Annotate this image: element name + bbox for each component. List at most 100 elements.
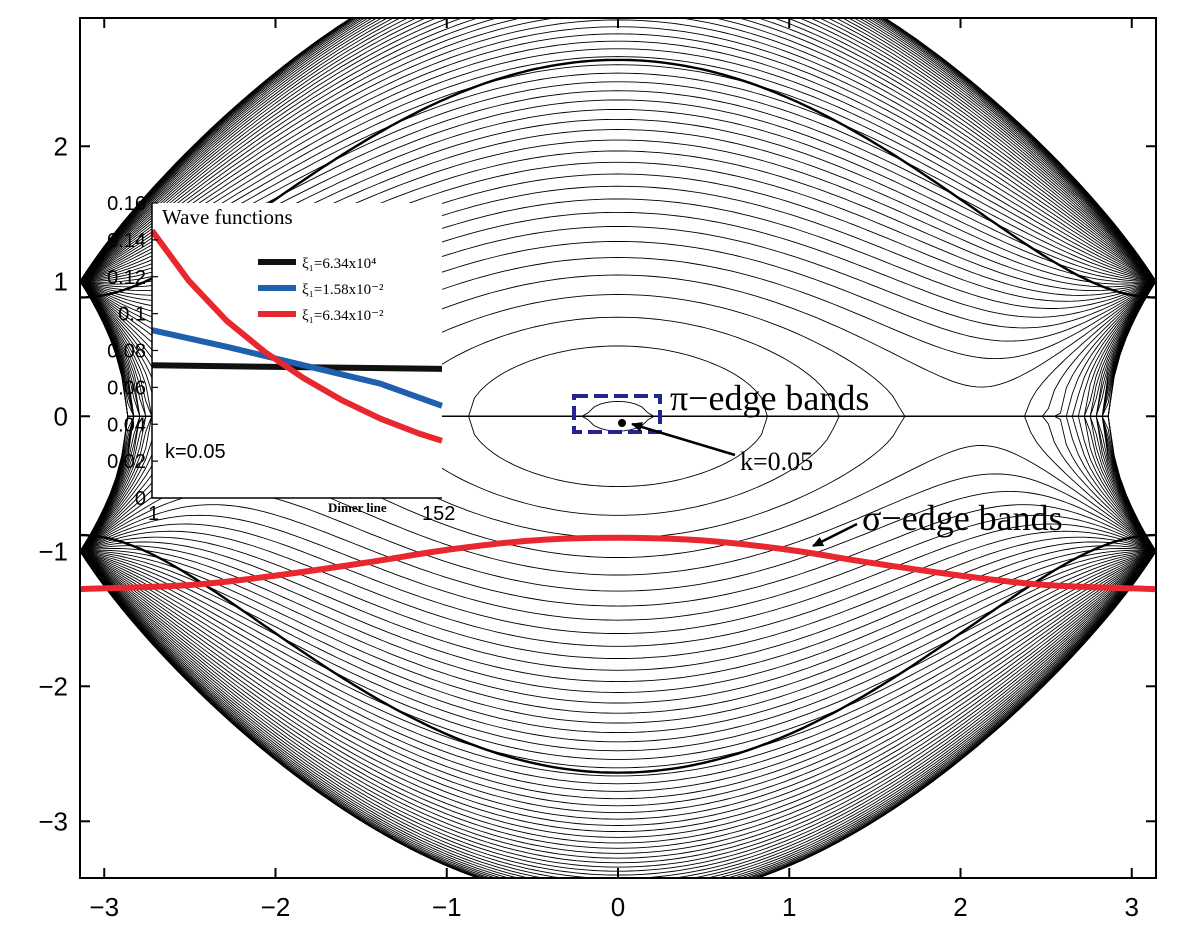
bulk-band-line xyxy=(80,33,1156,282)
inset-y-tick-label: 0.08 xyxy=(107,341,146,363)
bulk-band-line xyxy=(80,551,1156,878)
bulk-band-line xyxy=(80,18,1156,282)
bulk-band-line xyxy=(80,18,1156,282)
bulk-band-line xyxy=(80,536,1156,659)
x-tick-label: 3 xyxy=(1125,892,1139,922)
inset-xtick-first: 1 xyxy=(148,503,159,525)
bulk-band-line xyxy=(80,18,1156,282)
bulk-band-line xyxy=(80,550,1156,769)
bulk-band-line xyxy=(80,550,1156,734)
bulk-band-line xyxy=(80,40,1156,282)
pi-edge-label: π−edge bands xyxy=(670,378,869,418)
x-tick-label: −1 xyxy=(432,892,462,922)
bulk-band-line xyxy=(80,551,1156,878)
bulk-band-line xyxy=(80,530,1156,647)
bulk-band-line xyxy=(80,18,1156,282)
x-tick-label: −2 xyxy=(261,892,291,922)
inset-legend: ξ₁=6.34x10⁴ ξ₁=1.58x10⁻² ξ₁=6.34x10⁻² xyxy=(258,256,384,324)
bulk-band-line xyxy=(80,550,1156,833)
inset-series-line xyxy=(151,362,443,372)
x-tick-label: −3 xyxy=(89,892,119,922)
bulk-band-line xyxy=(80,18,1156,282)
bulk-band-line xyxy=(80,550,1156,820)
bulk-band-line xyxy=(80,550,1156,792)
inset-annotation: k=0.05 xyxy=(165,441,226,463)
inset-y-tick-label: 0 xyxy=(135,488,146,510)
bulk-band-line xyxy=(80,551,1156,878)
k-point-arrow xyxy=(631,422,736,457)
inset-y-tick-label: 0.06 xyxy=(107,377,146,399)
bulk-band-line xyxy=(80,550,1156,800)
bulk-band-line xyxy=(80,550,1156,838)
bulk-band-line xyxy=(80,550,1156,714)
bulk-band-line xyxy=(80,18,1156,282)
bulk-band-line xyxy=(80,18,1156,282)
bulk-band-line xyxy=(80,550,1156,807)
bulk-band-line xyxy=(80,550,1156,844)
k-point-marker xyxy=(618,419,626,427)
bulk-band-line xyxy=(80,551,1156,878)
bulk-band-line xyxy=(80,72,1156,282)
bulk-band-line xyxy=(80,551,1156,878)
inset-y-tick-label: 0.12 xyxy=(107,267,146,289)
inset-series-line xyxy=(151,327,444,409)
bulk-band-line xyxy=(80,18,1156,282)
bulk-band-line xyxy=(80,18,1156,282)
bulk-band-line xyxy=(80,18,1156,282)
bulk-band-line xyxy=(80,550,1156,752)
bulk-band-line xyxy=(80,18,1156,282)
bulk-band-line xyxy=(80,551,1156,878)
y-tick-label: −1 xyxy=(38,536,68,566)
bulk-band-line xyxy=(80,551,1156,878)
inset-xtick-last: 152 xyxy=(422,503,455,525)
inset-y-tick-label: 0.14 xyxy=(107,230,146,252)
bulk-band-line xyxy=(80,18,1156,282)
legend-label: ξ₁=6.34x10⁻² xyxy=(302,308,384,324)
bulk-band-line xyxy=(80,551,1156,878)
bulk-band-line xyxy=(80,18,1156,282)
bulk-band-line xyxy=(80,550,1156,859)
legend-label: ξ₁=6.34x10⁴ xyxy=(302,256,376,272)
bulk-band-line xyxy=(80,18,1156,282)
y-tick-label: 0 xyxy=(54,401,68,431)
bulk-band-line xyxy=(80,551,1156,878)
inset-wave-functions: 0 0.02 0.04 0.06 0.08 0.1 0.12 0.14 0.16 Wave fu… xyxy=(107,193,455,525)
bulk-band-line xyxy=(80,551,1156,878)
bulk-band-line xyxy=(80,550,1156,760)
bulk-band-line xyxy=(80,548,1156,693)
bulk-band-line xyxy=(80,514,1156,621)
bulk-band-line xyxy=(80,18,1156,282)
bulk-band-line xyxy=(80,551,1156,868)
y-tick-label: 2 xyxy=(54,131,68,161)
inset-series-line xyxy=(149,228,443,444)
bulk-band-line xyxy=(80,18,1156,282)
bulk-band-line xyxy=(80,551,1156,872)
bulk-band-line xyxy=(80,550,1156,777)
bulk-band-line xyxy=(80,545,1156,683)
x-tick-label: 2 xyxy=(953,892,967,922)
bulk-band-line xyxy=(80,550,1156,826)
bulk-band-line xyxy=(80,550,1156,849)
band-edge-line xyxy=(80,533,1156,774)
y-tick-label: 1 xyxy=(54,266,68,296)
sigma-edge-arrow xyxy=(812,522,858,548)
bulk-band-line xyxy=(80,541,1156,671)
bulk-band-line xyxy=(80,18,1156,282)
sigma-edge-label: σ−edge bands xyxy=(862,498,1063,538)
bulk-band-line xyxy=(80,523,1156,634)
bulk-band-line xyxy=(80,550,1156,724)
bulk-band-line xyxy=(80,18,1156,282)
bulk-band-line xyxy=(80,48,1156,282)
bulk-band-line xyxy=(80,549,1156,704)
bulk-band-line xyxy=(80,81,1156,282)
inset-background xyxy=(152,203,442,498)
bulk-band-line xyxy=(80,551,1156,878)
bulk-band-line xyxy=(80,18,1156,282)
inset-xlabel: Dimer line xyxy=(328,500,387,515)
pi-edge-highlight-box xyxy=(572,394,662,434)
y-tick-label: −2 xyxy=(38,671,68,701)
bulk-band-line xyxy=(80,551,1156,864)
bulk-band-line xyxy=(80,18,1156,282)
bulk-band-line xyxy=(80,551,1156,878)
